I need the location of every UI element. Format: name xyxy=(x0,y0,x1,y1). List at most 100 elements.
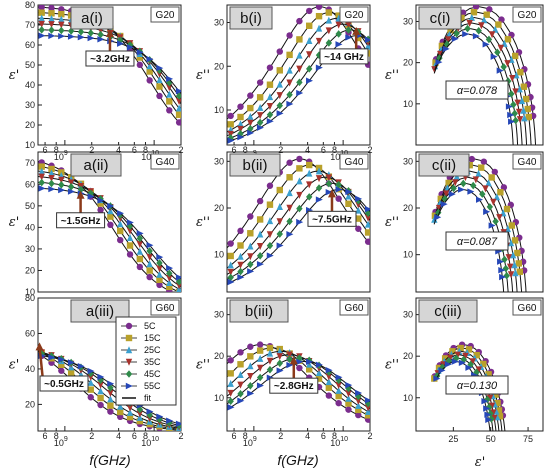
data-point xyxy=(296,165,303,172)
x-minor-label: 4 xyxy=(305,145,310,155)
data-point xyxy=(512,88,519,96)
data-point xyxy=(496,413,504,420)
data-point xyxy=(237,103,244,110)
data-point xyxy=(511,109,518,118)
data-point xyxy=(345,34,353,41)
plot-area xyxy=(38,159,181,292)
data-point xyxy=(266,93,274,101)
data-point xyxy=(524,105,531,113)
x-minor-label: 2 xyxy=(89,431,94,441)
data-point xyxy=(266,241,274,250)
data-point xyxy=(480,360,487,368)
data-point xyxy=(58,15,65,23)
data-point xyxy=(296,17,303,25)
data-point xyxy=(475,26,482,35)
data-point xyxy=(515,260,523,267)
data-point xyxy=(156,415,163,424)
data-point xyxy=(364,220,370,228)
data-point xyxy=(256,354,264,362)
plot-frame xyxy=(37,297,182,432)
data-point xyxy=(247,260,254,269)
data-point xyxy=(470,9,478,16)
data-point xyxy=(497,189,504,196)
data-point xyxy=(48,174,55,182)
data-point xyxy=(276,230,283,238)
y-tick-label: 30 xyxy=(214,18,224,28)
y-tick-label: 20 xyxy=(403,58,413,68)
data-point xyxy=(97,197,105,204)
sample-tag-box xyxy=(339,299,369,316)
data-point xyxy=(227,268,234,276)
data-point xyxy=(166,98,173,105)
series-45C xyxy=(227,26,370,142)
y-axis-label: ε'' xyxy=(385,68,399,83)
data-point xyxy=(87,369,94,378)
data-point xyxy=(486,6,493,13)
data-point xyxy=(256,382,264,389)
data-point xyxy=(296,78,303,87)
data-point xyxy=(276,110,284,117)
data-point xyxy=(247,373,254,381)
data-point xyxy=(335,386,342,394)
plot-frame xyxy=(415,297,544,432)
data-point xyxy=(276,101,283,110)
data-point xyxy=(315,196,323,203)
data-point xyxy=(306,65,313,73)
data-point xyxy=(276,367,284,374)
data-point xyxy=(447,354,454,362)
series-15C xyxy=(432,9,533,145)
data-point xyxy=(504,60,511,68)
data-point xyxy=(325,367,333,374)
data-point xyxy=(107,221,114,229)
data-point xyxy=(442,45,450,53)
data-point xyxy=(483,11,490,18)
data-point xyxy=(166,417,174,424)
data-point xyxy=(296,364,303,372)
data-point xyxy=(276,186,283,194)
data-point xyxy=(450,184,457,193)
data-point xyxy=(485,179,492,187)
data-point xyxy=(480,16,488,24)
x-minor-label: 2 xyxy=(278,431,283,441)
data-point xyxy=(48,185,56,193)
data-point xyxy=(466,19,473,27)
data-point xyxy=(364,397,370,404)
y-tick-label: 20 xyxy=(214,61,224,71)
data-point xyxy=(325,16,333,24)
data-point xyxy=(48,10,55,17)
data-point xyxy=(156,259,163,267)
x-minor-label: 2 xyxy=(89,145,94,155)
data-point xyxy=(469,358,476,366)
data-point xyxy=(296,204,303,213)
data-point xyxy=(227,379,234,387)
data-point xyxy=(97,401,104,409)
x-minor-label: 2 xyxy=(278,145,283,155)
series-25C xyxy=(431,167,519,292)
data-point xyxy=(256,364,264,372)
data-point xyxy=(364,36,370,44)
data-point xyxy=(87,29,94,37)
data-point xyxy=(256,251,264,260)
panel-label-box xyxy=(229,153,281,177)
data-point xyxy=(38,5,45,11)
x-major-base: 10 xyxy=(330,438,340,448)
data-point xyxy=(451,358,459,365)
data-point xyxy=(48,14,55,22)
data-point xyxy=(117,210,125,217)
data-point xyxy=(77,34,85,41)
data-point xyxy=(497,258,505,265)
data-point xyxy=(87,378,94,386)
y-tick-label: 40 xyxy=(25,364,35,374)
data-point xyxy=(77,363,85,370)
plot-frame xyxy=(37,151,182,293)
data-point xyxy=(345,406,352,413)
data-point xyxy=(156,253,164,261)
data-point xyxy=(276,202,283,210)
data-point xyxy=(364,229,370,236)
data-point xyxy=(438,42,446,50)
data-point xyxy=(465,346,473,353)
sample-tag-box xyxy=(150,6,180,23)
y-tick-label: 80 xyxy=(25,293,35,303)
x-major-base: 10 xyxy=(330,152,340,162)
x-major-exp: 9 xyxy=(253,436,257,443)
